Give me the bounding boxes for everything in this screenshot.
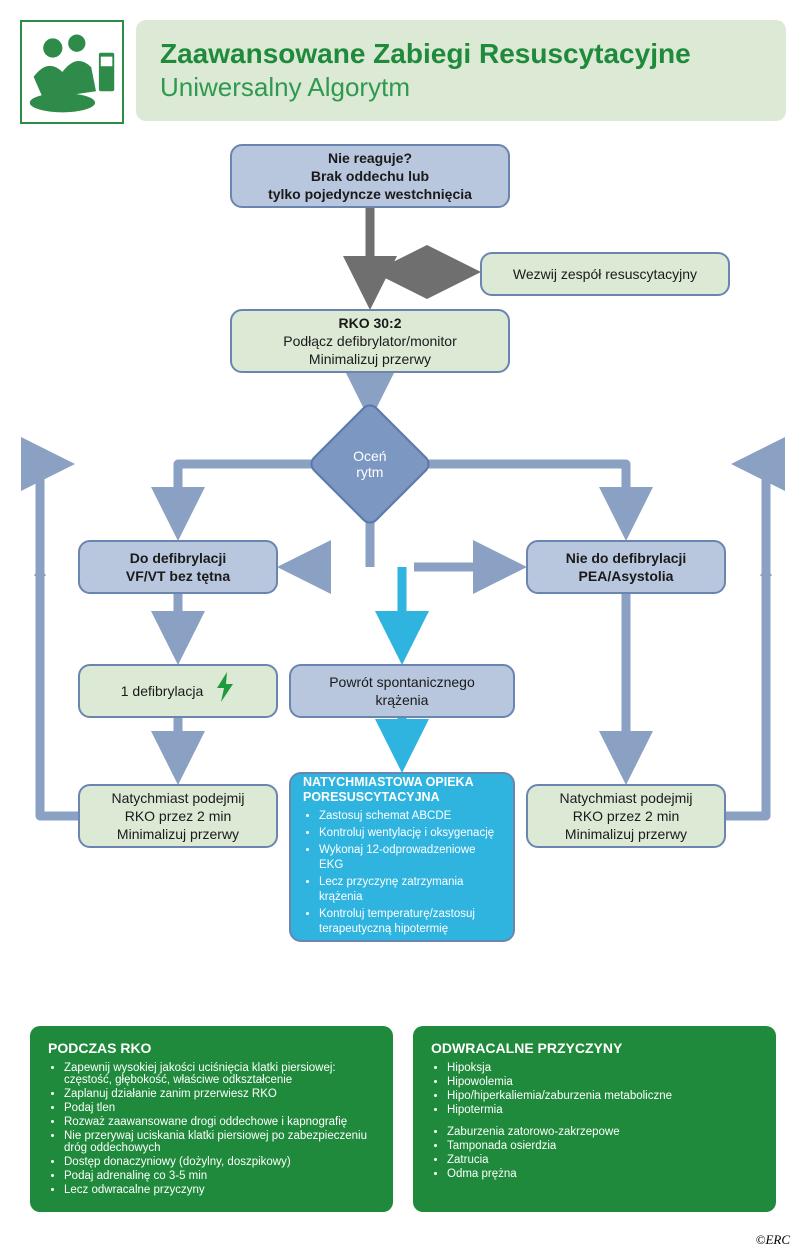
node-rosc: Powrót spontanicznego krążenia [289,664,515,718]
list-item: Dostęp donaczyniowy (dożylny, doszpikowy… [64,1156,375,1168]
list-item: Hipowolemia [447,1076,758,1088]
list: Zaburzenia zatorowo-zakrzepowe Tamponada … [431,1126,758,1180]
text: Minimalizuj przerwy [309,350,431,368]
text: Wezwij zespół resuscytacyjny [513,265,697,283]
text: Minimalizuj przerwy [565,825,687,843]
node-post-resus-care: NATYCHMIASTOWA OPIEKA PORESUSCYTACYJNA Z… [289,772,515,942]
watermark: ©ERC [756,1232,790,1248]
list-item: Hipo/hiperkaliemia/zaburzenia metabolicz… [447,1090,758,1102]
list-item: Lecz odwracalne przyczyny [64,1184,375,1196]
text: Nie do defibrylacji [566,549,687,567]
list-item: Hipoksja [447,1062,758,1074]
list-item: Zastosuj schemat ABCDE [319,809,501,824]
list-item: Rozważ zaawansowane drogi oddechowe i ka… [64,1116,375,1128]
flowchart: Nie reaguje? Brak oddechu lub tylko poje… [20,144,786,1014]
node-no-response: Nie reaguje? Brak oddechu lub tylko poje… [230,144,510,208]
list-item: Tamponada osierdzia [447,1140,758,1152]
title-box: Zaawansowane Zabiegi Resuscytacyjne Uniw… [136,20,786,121]
bolt-icon [215,672,235,711]
text: PEA/Asystolia [579,567,674,585]
text: RKO przez 2 min [125,807,232,825]
text: Natychmiast podejmij [559,789,692,807]
title-line-2: Uniwersalny Algorytm [160,72,762,103]
text: Brak oddechu lub [311,167,429,185]
list-item: Zaplanuj działanie zanim przerwiesz RKO [64,1088,375,1100]
panel-during-cpr: PODCZAS RKO Zapewnij wysokiej jakości uc… [30,1026,393,1212]
node-assess-rhythm: Oceńrytm [306,400,433,527]
list-item: Kontroluj wentylację i oksygenację [319,826,501,841]
list-item: Podaj adrenalinę co 3-5 min [64,1170,375,1182]
header: Zaawansowane Zabiegi Resuscytacyjne Uniw… [0,0,806,134]
node-right-cpr-2min: Natychmiast podejmij RKO przez 2 min Min… [526,784,726,848]
header-illustration [20,20,124,124]
list-item: Zapewnij wysokiej jakości uciśnięcia kla… [64,1062,375,1086]
text: Do defibrylacji [130,549,226,567]
list-item: Podaj tlen [64,1102,375,1114]
panel-title: ODWRACALNE PRZYCZYNY [431,1040,758,1056]
text: RKO przez 2 min [573,807,680,825]
list-item: Wykonaj 12-odprowadzeniowe EKG [319,843,501,873]
text: Oceńrytm [353,448,386,480]
text: krążenia [376,691,429,709]
text: RKO 30:2 [338,314,401,332]
postcare-list: Zastosuj schemat ABCDE Kontroluj wentylac… [303,809,501,939]
list-item: Kontroluj temperaturę/zastosuj terapeuty… [319,907,501,937]
node-shockable: Do defibrylacji VF/VT bez tętna [78,540,278,594]
node-call-team: Wezwij zespół resuscytacyjny [480,252,730,296]
text: Natychmiast podejmij [111,789,244,807]
list-item: Zatrucia [447,1154,758,1166]
text: Minimalizuj przerwy [117,825,239,843]
panel-reversible-causes: ODWRACALNE PRZYCZYNY Hipoksja Hipowolemia… [413,1026,776,1212]
page: Zaawansowane Zabiegi Resuscytacyjne Uniw… [0,0,806,1252]
node-cpr-302: RKO 30:2 Podłącz defibrylator/monitor Mi… [230,309,510,373]
list-item: Hipotermia [447,1104,758,1116]
text: 1 defibrylacja [121,682,204,700]
text: NATYCHMIASTOWA OPIEKA PORESUSCYTACYJNA [303,775,501,805]
text: Nie reaguje? [328,149,412,167]
list-item: Nie przerywaj uciskania klatki piersiowe… [64,1130,375,1154]
text: Podłącz defibrylator/monitor [283,332,457,350]
node-nonshockable: Nie do defibrylacji PEA/Asystolia [526,540,726,594]
list-item: Odma prężna [447,1168,758,1180]
list: Zapewnij wysokiej jakości uciśnięcia kla… [48,1062,375,1196]
panel-title: PODCZAS RKO [48,1040,375,1056]
list: Hipoksja Hipowolemia Hipo/hiperkaliemia/za… [431,1062,758,1116]
node-defibrillate: 1 defibrylacja [78,664,278,718]
text: Powrót spontanicznego [329,673,475,691]
list-item: Lecz przyczynę zatrzymania krążenia [319,875,501,905]
list-item: Zaburzenia zatorowo-zakrzepowe [447,1126,758,1138]
bottom-panels: PODCZAS RKO Zapewnij wysokiej jakości uc… [0,1014,806,1222]
node-left-cpr-2min: Natychmiast podejmij RKO przez 2 min Min… [78,784,278,848]
title-line-1: Zaawansowane Zabiegi Resuscytacyjne [160,38,762,70]
text: tylko pojedyncze westchnięcia [268,185,472,203]
text: VF/VT bez tętna [126,567,230,585]
